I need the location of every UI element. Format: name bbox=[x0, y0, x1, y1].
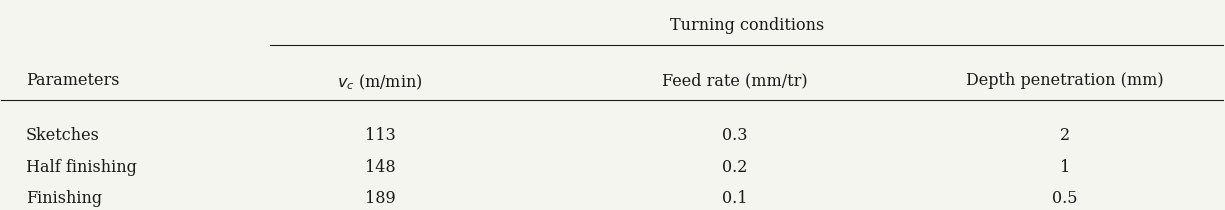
Text: 0.3: 0.3 bbox=[722, 127, 747, 144]
Text: 189: 189 bbox=[365, 190, 396, 207]
Text: Half finishing: Half finishing bbox=[26, 159, 137, 176]
Text: 2: 2 bbox=[1060, 127, 1069, 144]
Text: Parameters: Parameters bbox=[26, 72, 119, 89]
Text: 0.2: 0.2 bbox=[722, 159, 747, 176]
Text: Turning conditions: Turning conditions bbox=[670, 17, 824, 34]
Text: $v_c$ (m/min): $v_c$ (m/min) bbox=[338, 72, 423, 92]
Text: 148: 148 bbox=[365, 159, 396, 176]
Text: 1: 1 bbox=[1060, 159, 1069, 176]
Text: 0.5: 0.5 bbox=[1052, 190, 1078, 207]
Text: 113: 113 bbox=[365, 127, 396, 144]
Text: Depth penetration (mm): Depth penetration (mm) bbox=[965, 72, 1164, 89]
Text: Finishing: Finishing bbox=[26, 190, 102, 207]
Text: Feed rate (mm/tr): Feed rate (mm/tr) bbox=[662, 72, 807, 89]
Text: 0.1: 0.1 bbox=[722, 190, 747, 207]
Text: Sketches: Sketches bbox=[26, 127, 99, 144]
